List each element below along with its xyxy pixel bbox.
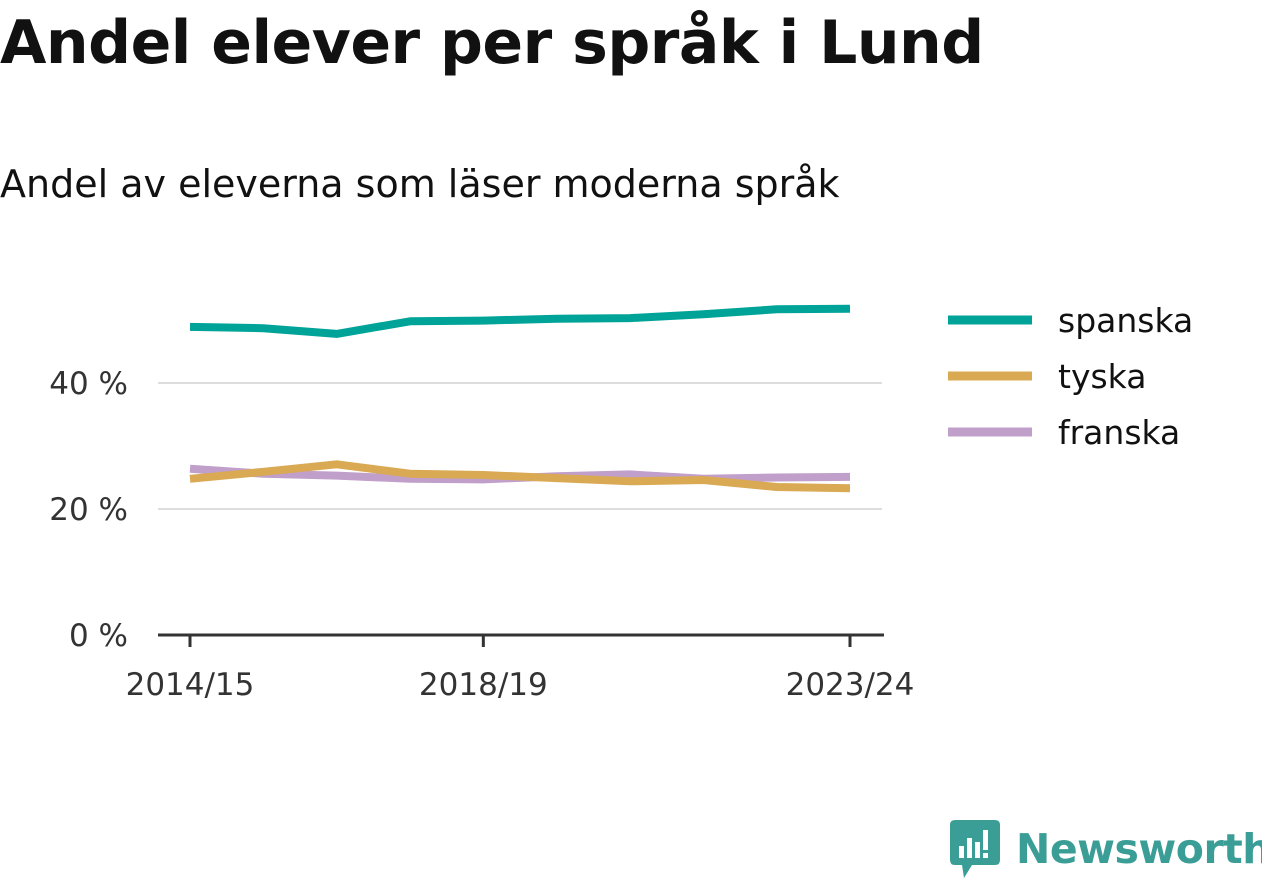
logo-text: Newsworthy [1016,825,1262,873]
gridlines [158,382,882,510]
series-line-tyska [189,460,851,493]
x-tick-label: 2018/19 [419,667,548,703]
newsworthy-logo-icon [950,820,1000,878]
x-axis: 2014/15 2018/19 2023/24 [126,633,915,703]
legend-label-spanska: spanska [1058,301,1193,340]
series-line-spanska [189,304,851,338]
chart-title: Andel elever per språk i Lund [0,8,984,78]
x-tick-label: 2023/24 [786,667,915,703]
x-tick-label: 2014/15 [126,667,255,703]
legend: spanska tyska franska [948,301,1193,452]
chart-subtitle: Andel av eleverna som läser moderna språ… [0,162,840,206]
legend-label-tyska: tyska [1058,357,1146,396]
series-lines [189,304,851,493]
y-tick-label: 40 % [49,366,128,402]
y-tick-label: 20 % [49,492,128,528]
newsworthy-logo: Newsworthy [950,818,1262,880]
y-tick-label: 0 % [69,618,128,654]
legend-label-franska: franska [1058,413,1180,452]
y-axis: 0 % 20 % 40 % [49,366,128,654]
